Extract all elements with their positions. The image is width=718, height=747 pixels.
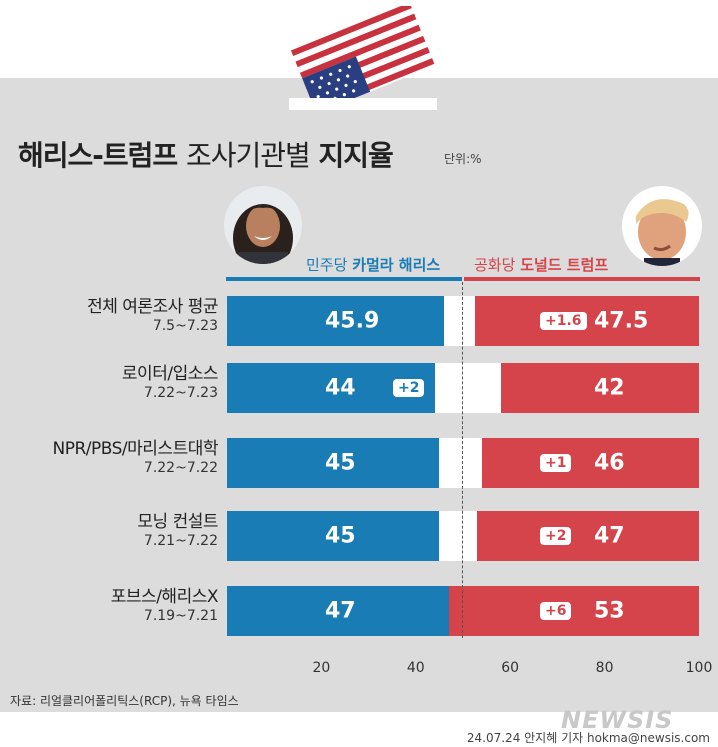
harris-bar: 45 <box>227 438 440 488</box>
harris-value-label: 44 <box>325 375 356 401</box>
row-date: 7.22~7.23 <box>143 385 218 401</box>
x-tick-label: 40 <box>406 660 425 676</box>
trump-bar: 53 +6 <box>448 586 699 636</box>
trump-value-label: 46 <box>593 450 625 476</box>
row-label: 모닝 컨설트 <box>137 512 218 532</box>
title-bold2: 지지율 <box>318 139 394 172</box>
trump-underline <box>464 277 700 281</box>
trump-bar: 47 +2 <box>477 511 699 561</box>
credit-line: 24.07.24 안지혜 기자 hokma@newsis.com <box>466 731 710 745</box>
row-label: 전체 여론조사 평균 <box>87 297 218 317</box>
row-label: 로이터/입소스 <box>121 364 219 384</box>
trump-label: 공화당 도널드 트럼프 <box>474 254 608 275</box>
trump-name: 도널드 트럼프 <box>520 256 609 274</box>
harris-value-label: 45 <box>325 450 356 476</box>
chart-title: 해리스-트럼프 조사기관별 지지율 <box>18 134 394 174</box>
harris-photo <box>224 186 302 264</box>
harris-value-label: 45 <box>325 523 356 549</box>
harris-underline <box>226 277 462 281</box>
trump-value-label: 42 <box>593 375 625 401</box>
trump-value-label: 47 <box>593 523 625 549</box>
harris-value-label: 47 <box>325 598 356 624</box>
harris-party: 민주당 <box>306 256 348 274</box>
harris-name: 카멀라 해리스 <box>352 256 441 274</box>
title-normal: 조사기관별 <box>185 139 311 172</box>
x-tick-label: 60 <box>501 660 520 676</box>
trump-bar: 46 +1 <box>481 438 699 488</box>
title-bold: 해리스-트럼프 <box>18 139 178 172</box>
harris-label: 민주당 카멀라 해리스 <box>306 254 440 275</box>
source-note: 자료: 리얼클리어폴리틱스(RCP), 뉴욕 타임스 <box>10 694 239 708</box>
lead-badge: +1 <box>539 454 572 472</box>
row-label: 포브스/해리스X <box>110 587 219 607</box>
lead-badge: +6 <box>539 602 572 620</box>
lead-badge: +2 <box>393 379 425 397</box>
lead-badge: +1.6 <box>539 312 587 330</box>
trump-bar: 47.5 +1.6 <box>474 296 699 346</box>
row-label: NPR/PBS/마리스트대학 <box>52 439 219 459</box>
harris-bar: 47 <box>227 586 449 636</box>
lead-badge: +2 <box>539 527 572 545</box>
row-date: 7.5~7.23 <box>152 318 218 334</box>
newsis-logo: NEWSIS <box>561 706 674 734</box>
harris-bar: 44 +2 <box>227 363 435 413</box>
harris-bar: 45 <box>227 511 440 561</box>
harris-bar: 45.9 <box>227 296 444 346</box>
us-flag-icon <box>289 6 437 110</box>
trump-bar: 42 <box>500 363 699 413</box>
fifty-percent-line <box>462 282 463 638</box>
trump-value-label: 53 <box>593 598 625 624</box>
trump-value-label: 47.5 <box>593 308 649 334</box>
row-date: 7.19~7.21 <box>143 608 218 624</box>
x-tick-label: 80 <box>595 660 614 676</box>
x-tick-label: 100 <box>685 660 713 676</box>
harris-value-label: 45.9 <box>325 308 380 334</box>
unit-label: 단위:% <box>444 152 482 166</box>
row-date: 7.21~7.22 <box>143 533 218 549</box>
x-tick-label: 20 <box>312 660 331 676</box>
trump-photo <box>622 186 702 266</box>
trump-party: 공화당 <box>474 256 516 274</box>
row-date: 7.22~7.22 <box>143 460 218 476</box>
